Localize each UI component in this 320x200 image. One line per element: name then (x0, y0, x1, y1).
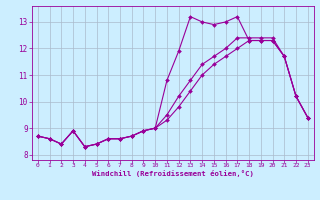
X-axis label: Windchill (Refroidissement éolien,°C): Windchill (Refroidissement éolien,°C) (92, 170, 254, 177)
